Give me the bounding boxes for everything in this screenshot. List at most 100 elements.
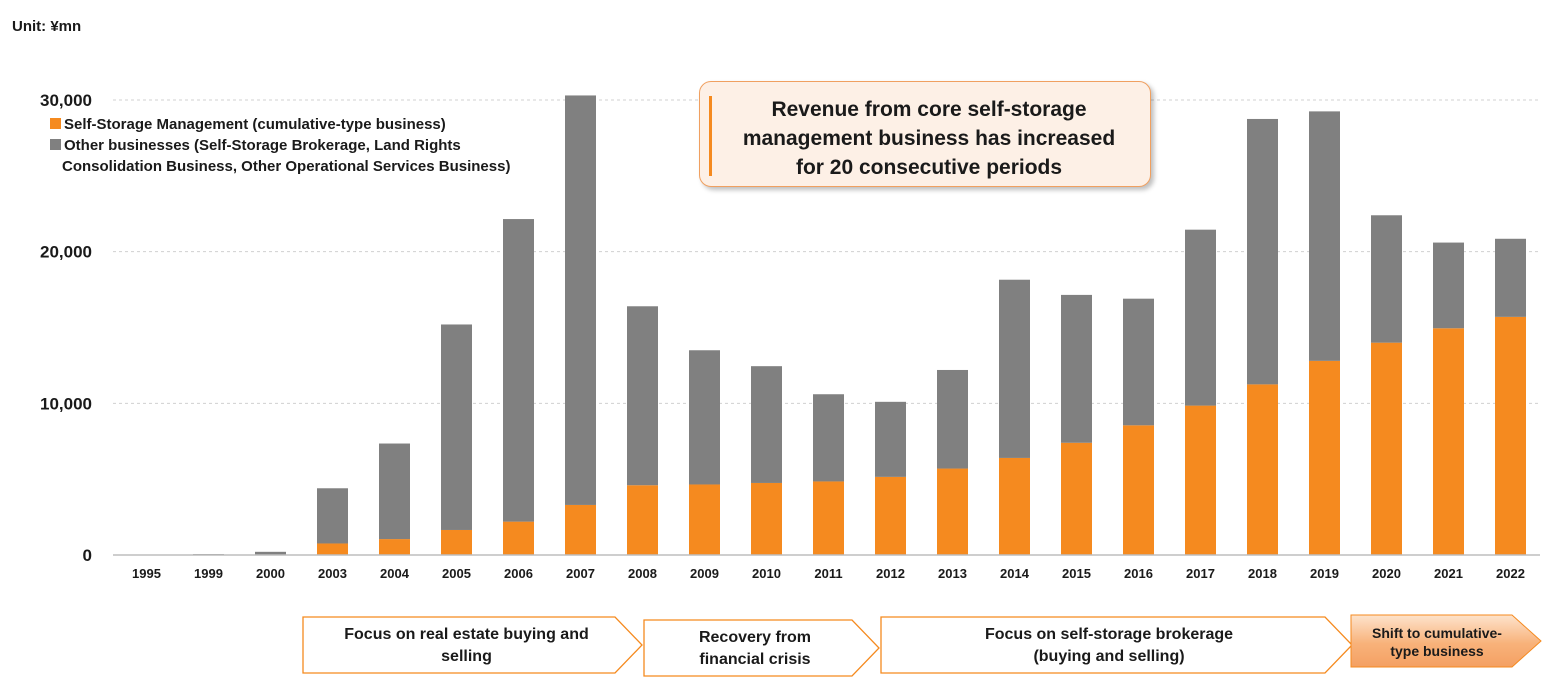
x-tick-label-2011: 2011 <box>814 566 842 581</box>
legend: Self-Storage Management (cumulative-type… <box>50 114 510 177</box>
bar-other-2004 <box>379 443 410 540</box>
bar-other-2006 <box>503 219 534 522</box>
bar-management-2007 <box>565 504 596 555</box>
y-tick-label: 20,000 <box>40 243 92 262</box>
bar-management-2020 <box>1371 342 1402 555</box>
bar-management-2017 <box>1185 405 1216 555</box>
callout-accent-bar <box>709 96 712 176</box>
callout-line-3: for 20 consecutive periods <box>795 156 1063 179</box>
phase-4-line-1: Shift to cumulative- <box>1372 625 1502 641</box>
x-tick-label-2004: 2004 <box>380 566 410 581</box>
x-tick-label-2007: 2007 <box>566 566 595 581</box>
y-axis-ticks: 0 10,000 20,000 30,000 <box>40 91 92 565</box>
x-tick-label-1995: 1995 <box>132 566 161 581</box>
phase-label-2: Recovery from financial crisis <box>644 627 866 671</box>
phase-3-line-2: (buying and selling) <box>1033 648 1185 665</box>
legend-item-other: Other businesses (Self-Storage Brokerage… <box>50 135 510 156</box>
legend-label-other-line2: Consolidation Business, Other Operationa… <box>62 158 511 175</box>
x-tick-label-2015: 2015 <box>1062 566 1091 581</box>
x-tick-label-2005: 2005 <box>442 566 471 581</box>
phase-arrow-1 <box>302 616 643 674</box>
x-tick-label-2017: 2017 <box>1186 566 1215 581</box>
legend-label-management: Self-Storage Management (cumulative-type… <box>64 116 446 133</box>
bars <box>193 95 1526 555</box>
bar-management-2004 <box>379 539 410 555</box>
bar-management-2005 <box>441 529 472 555</box>
x-tick-label-2003: 2003 <box>318 566 347 581</box>
bar-other-2012 <box>875 401 906 477</box>
x-tick-label-2022: 2022 <box>1496 566 1525 581</box>
bar-other-2019 <box>1309 111 1340 361</box>
phase-2-line-1: Recovery from <box>698 629 812 646</box>
legend-swatch-management <box>50 118 61 129</box>
x-tick-label-2020: 2020 <box>1372 566 1401 581</box>
bar-management-2013 <box>937 468 968 555</box>
phase-label-4: Shift to cumulative- type business <box>1351 624 1523 660</box>
bar-other-2021 <box>1433 242 1464 329</box>
bar-other-2017 <box>1185 229 1216 406</box>
bar-other-2010 <box>751 366 782 483</box>
callout-text: Revenue from core self-storage managemen… <box>714 95 1144 182</box>
phase-arrow-3 <box>880 616 1353 674</box>
gridlines <box>113 99 1540 404</box>
bar-management-2014 <box>999 457 1030 555</box>
bar-management-2010 <box>751 482 782 555</box>
x-tick-label-2012: 2012 <box>876 566 905 581</box>
x-tick-label-2014: 2014 <box>1000 566 1030 581</box>
phase-arrow-2 <box>643 619 880 677</box>
bar-management-2009 <box>689 484 720 555</box>
bar-management-2018 <box>1247 384 1278 555</box>
x-tick-label-1999: 1999 <box>194 566 223 581</box>
callout-line-1: Revenue from core self-storage <box>771 98 1087 121</box>
bar-other-2005 <box>441 324 472 530</box>
y-tick-label: 0 <box>83 546 92 565</box>
bar-other-2015 <box>1061 294 1092 443</box>
bar-management-2006 <box>503 521 534 555</box>
x-tick-label-2018: 2018 <box>1248 566 1277 581</box>
x-tick-label-2009: 2009 <box>690 566 719 581</box>
bar-other-2008 <box>627 306 658 486</box>
legend-item-management: Self-Storage Management (cumulative-type… <box>50 114 510 135</box>
bar-management-2003 <box>317 543 348 555</box>
bar-other-2014 <box>999 279 1030 458</box>
bar-management-2012 <box>875 476 906 555</box>
bar-other-2016 <box>1123 298 1154 426</box>
bar-management-2022 <box>1495 316 1526 555</box>
bar-management-2021 <box>1433 328 1464 555</box>
bar-other-2020 <box>1371 215 1402 343</box>
phase-arrow-4 <box>1350 614 1542 668</box>
bar-management-2016 <box>1123 425 1154 555</box>
bar-other-2007 <box>565 95 596 505</box>
callout-line-2: management business has increased <box>742 127 1116 150</box>
x-tick-label-2021: 2021 <box>1434 566 1463 581</box>
x-tick-label-2000: 2000 <box>256 566 285 581</box>
bar-other-2009 <box>689 350 720 485</box>
x-tick-label-2008: 2008 <box>628 566 657 581</box>
phase-2-line-2: financial crisis <box>699 651 811 668</box>
x-tick-label-2019: 2019 <box>1310 566 1339 581</box>
y-tick-label: 30,000 <box>40 91 92 110</box>
unit-label: Unit: ¥mn <box>12 18 82 35</box>
bar-management-2011 <box>813 481 844 555</box>
legend-swatch-other <box>50 139 61 150</box>
x-axis-ticks: 1995 1999 2000 2003 2004 2005 2006 2007 2008 2009… <box>132 566 1525 581</box>
bar-other-2003 <box>317 488 348 544</box>
bar-other-2022 <box>1495 238 1526 317</box>
phase-label-3: Focus on self-storage brokerage (buying … <box>881 624 1337 668</box>
phase-4-line-2: type business <box>1390 643 1484 659</box>
bar-management-2019 <box>1309 360 1340 555</box>
phase-label-1: Focus on real estate buying and selling <box>303 624 630 668</box>
x-tick-label-2016: 2016 <box>1124 566 1153 581</box>
bar-other-2013 <box>937 369 968 469</box>
legend-label-other-line1: Other businesses (Self-Storage Brokerage… <box>64 137 461 154</box>
bar-other-2000 <box>255 551 286 555</box>
phase-1-line-1: Focus on real estate buying and <box>344 626 589 643</box>
stacked-bar-chart: 0 10,000 20,000 30,000 1995 1999 2000 2003 2004… <box>40 91 1540 581</box>
x-tick-label-2010: 2010 <box>752 566 781 581</box>
x-tick-label-2013: 2013 <box>938 566 967 581</box>
phase-1-line-2: selling <box>441 648 492 665</box>
bar-other-2018 <box>1247 118 1278 385</box>
callout-box: Revenue from core self-storage managemen… <box>699 81 1151 187</box>
y-tick-label: 10,000 <box>40 394 92 413</box>
